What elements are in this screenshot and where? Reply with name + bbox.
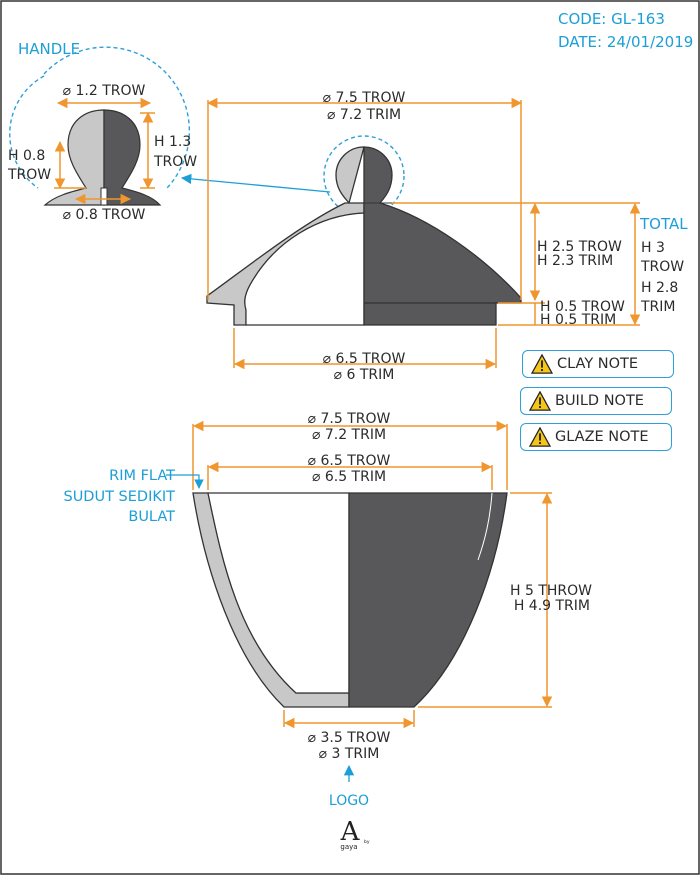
rim-note-1: RIM FLAT bbox=[109, 468, 175, 484]
lid-total-2: TROW bbox=[640, 259, 684, 275]
bowl-dia-inner-1: ⌀ 6.5 TROW bbox=[308, 453, 391, 469]
handle-height-left-1: H 0.8 bbox=[8, 148, 45, 164]
bowl-foot-1: ⌀ 3.5 TROW bbox=[308, 730, 391, 746]
lid-total-4: TRIM bbox=[640, 299, 676, 315]
lid-dia-bottom-2: ⌀ 6 TRIM bbox=[334, 367, 395, 383]
warning-icon bbox=[529, 391, 551, 411]
lid-section: ⌀ 7.5 TROW ⌀ 7.2 TRIM H 2.5 TROW H 2.3 T… bbox=[206, 90, 688, 383]
lid-dome-height-1: H 2.5 TROW bbox=[537, 239, 622, 255]
handle-height-right-1: H 1.3 bbox=[154, 134, 191, 150]
lid-total-1: H 3 bbox=[641, 240, 665, 256]
handle-height-left-2: TROW bbox=[7, 167, 51, 183]
lid-dia-top-1: ⌀ 7.5 TROW bbox=[323, 90, 406, 106]
lid-total-3: H 2.8 bbox=[641, 280, 678, 296]
clay-note-button[interactable]: CLAY NOTE bbox=[522, 350, 674, 378]
bowl-dia-inner-2: ⌀ 6.5 TRIM bbox=[312, 469, 386, 485]
code-label: CODE: GL-163 bbox=[558, 10, 665, 28]
bowl-section-dark bbox=[348, 492, 508, 708]
lid-total-title: TOTAL bbox=[639, 215, 688, 233]
bowl-foot-2: ⌀ 3 TRIM bbox=[319, 746, 380, 762]
date-label: DATE: 24/01/2019 bbox=[558, 33, 693, 51]
bowl-height-2: H 4.9 TRIM bbox=[514, 598, 590, 614]
handle-dia-base: ⌀ 0.8 TROW bbox=[63, 207, 146, 223]
bowl-dia-outer-2: ⌀ 7.2 TRIM bbox=[312, 427, 386, 443]
bowl-section: ⌀ 7.5 TROW ⌀ 7.2 TRIM ⌀ 6.5 TROW ⌀ 6.5 T… bbox=[63, 411, 592, 762]
handle-height-right-2: TROW bbox=[153, 154, 197, 170]
lid-flange-height-2: H 0.5 TRIM bbox=[540, 312, 616, 328]
logo-label: LOGO bbox=[329, 793, 369, 809]
glaze-note-label: GLAZE NOTE bbox=[555, 429, 649, 445]
warning-icon bbox=[531, 354, 553, 374]
bowl-dia-outer-1: ⌀ 7.5 TROW bbox=[308, 411, 391, 427]
warning-icon bbox=[529, 427, 551, 447]
build-note-button[interactable]: BUILD NOTE bbox=[520, 387, 672, 415]
lid-flange-height-1: H 0.5 TROW bbox=[540, 299, 625, 315]
lid-section-dark bbox=[363, 146, 522, 326]
lid-dia-bottom-1: ⌀ 6.5 TROW bbox=[323, 351, 406, 367]
clay-note-label: CLAY NOTE bbox=[557, 356, 639, 372]
lid-dome-height-2: H 2.3 TRIM bbox=[537, 253, 613, 269]
handle-section-dark bbox=[103, 109, 162, 206]
handle-section-light bbox=[43, 109, 105, 206]
handle-leader-arrow bbox=[180, 173, 331, 193]
lid-dia-top-2: ⌀ 7.2 TRIM bbox=[327, 107, 401, 123]
logo-mark: A bbox=[340, 817, 361, 847]
rim-note-2: SUDUT SEDIKIT bbox=[63, 489, 175, 505]
bowl-height-1: H 5 THROW bbox=[510, 583, 592, 599]
rim-note-3: BULAT bbox=[128, 509, 175, 525]
logo-brand: gaya bbox=[340, 843, 357, 851]
logo-sup: by bbox=[364, 839, 370, 845]
build-note-label: BUILD NOTE bbox=[555, 393, 644, 409]
handle-dia-top: ⌀ 1.2 TROW bbox=[63, 83, 146, 99]
handle-callout-circle bbox=[43, 46, 191, 189]
lid-knob-circle bbox=[323, 135, 405, 217]
glaze-note-button[interactable]: GLAZE NOTE bbox=[520, 423, 672, 451]
handle-detail: HANDLE ⌀ 1.2 TROW H 1.3 TROW H 0.8 TROW … bbox=[7, 40, 197, 223]
rim-leader-arrow bbox=[166, 474, 204, 489]
handle-title: HANDLE bbox=[18, 40, 80, 58]
